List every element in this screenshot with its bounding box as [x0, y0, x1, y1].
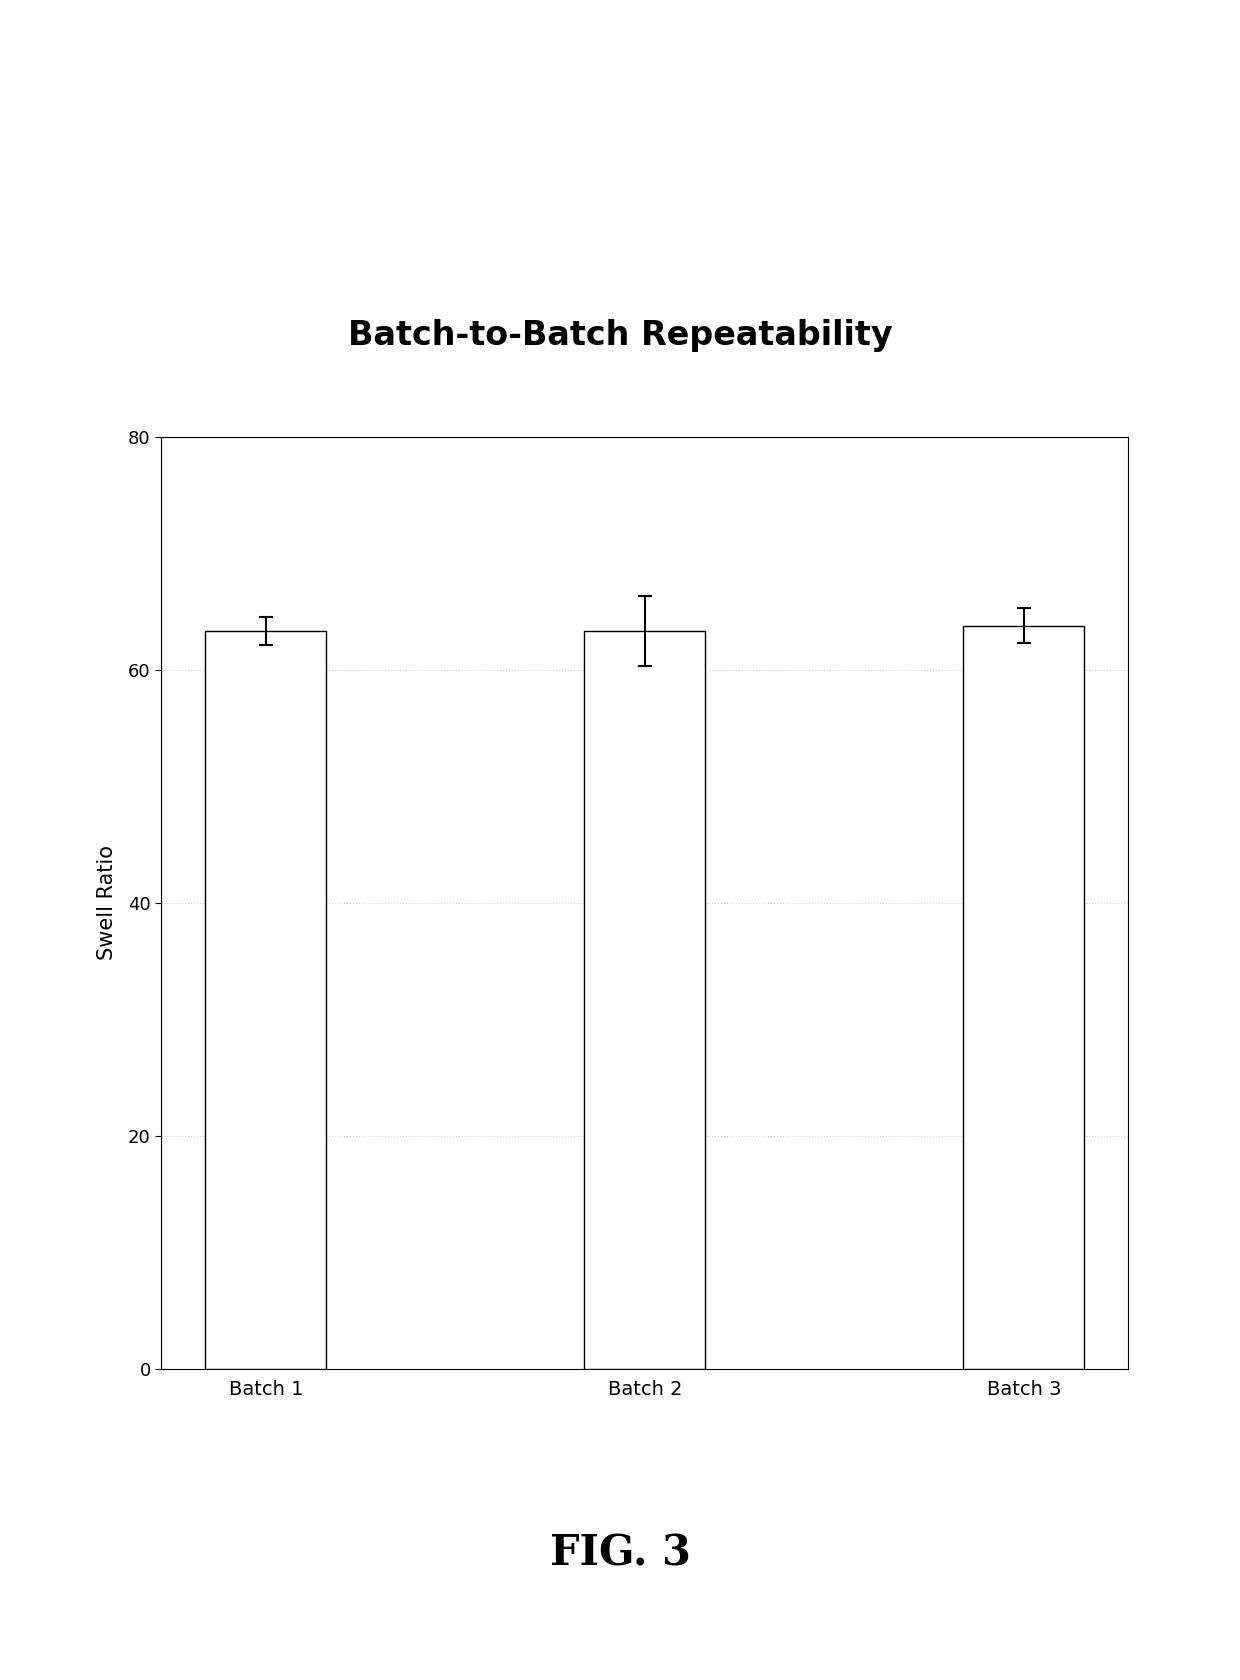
Bar: [205, 632, 326, 1369]
Text: FIG. 3: FIG. 3: [549, 1532, 691, 1576]
Bar: [963, 625, 1085, 1369]
Text: Batch-to-Batch Repeatability: Batch-to-Batch Repeatability: [347, 319, 893, 353]
Y-axis label: Swell Ratio: Swell Ratio: [97, 845, 117, 961]
Bar: [584, 632, 706, 1369]
